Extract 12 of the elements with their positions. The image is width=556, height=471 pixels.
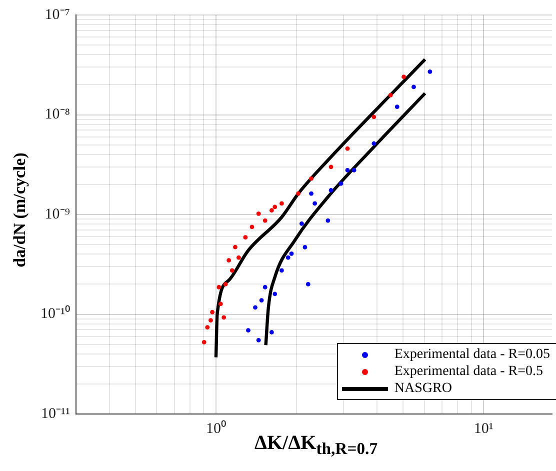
y-tick-label: 10⁻⁷: [44, 6, 70, 23]
y-tick-label: 10⁻⁸: [44, 106, 70, 123]
legend-label: NASGRO: [394, 380, 452, 396]
y-tick-label: 10⁻¹⁰: [40, 305, 70, 322]
legend-label: Experimental data - R=0.5: [394, 364, 543, 380]
x-axis-title: ΔK/ΔK$_{th,R=0.7}$: [254, 432, 378, 458]
x-tick-label: 10⁰: [206, 420, 226, 437]
y-tick-label: 10⁻⁹: [44, 206, 70, 222]
y-tick-label: 10⁻¹¹: [41, 406, 70, 422]
y-axis-title: da/dN (m/cycle): [10, 152, 30, 270]
legend-label: Experimental data - R=0.05: [394, 346, 550, 362]
x-tick-label: 10¹: [474, 420, 494, 437]
